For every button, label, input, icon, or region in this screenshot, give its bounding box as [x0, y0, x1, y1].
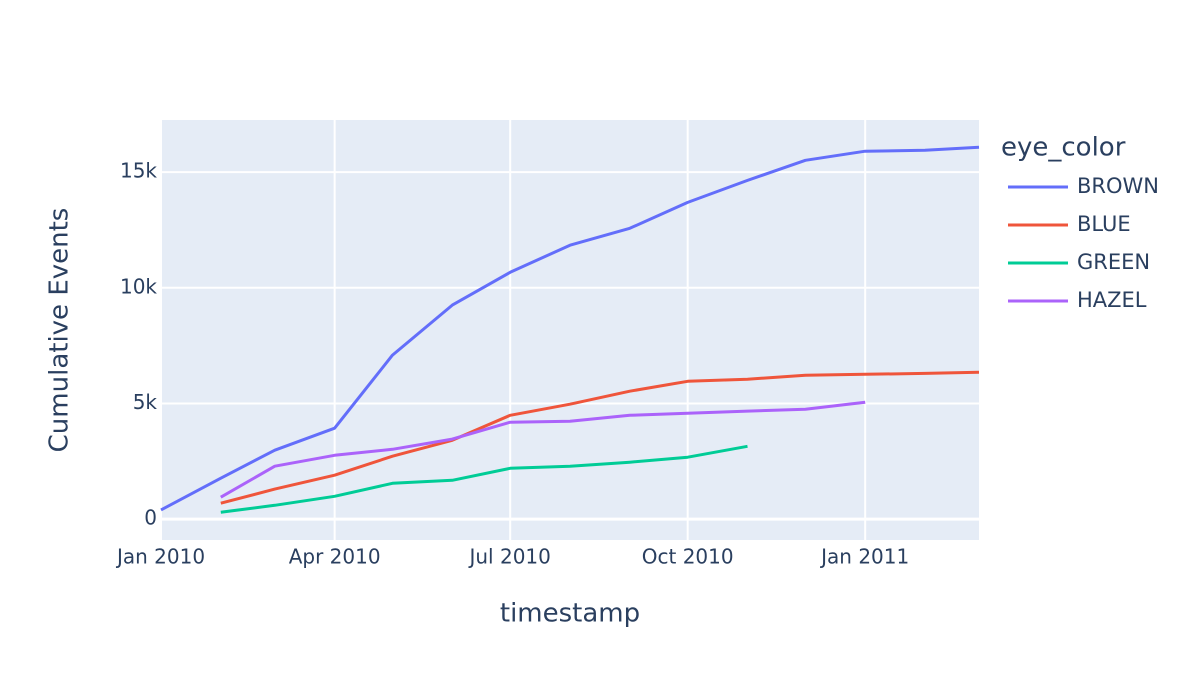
x-tick-label: Jan 2010 [115, 545, 205, 569]
series-line [160, 145, 980, 512]
y-axis-title: Cumulative Events [45, 208, 75, 453]
lines [160, 145, 980, 514]
y-tick-label: 5k [133, 390, 158, 414]
series-line [220, 444, 748, 514]
y-tick-label: 0 [144, 506, 157, 530]
legend-label: BLUE [1077, 212, 1131, 236]
x-tick-label: Oct 2010 [642, 545, 734, 569]
series-line [220, 400, 866, 499]
y-tick-label: 10k [120, 274, 157, 298]
plot-area [161, 120, 979, 540]
x-tick-label: Jan 2011 [819, 545, 909, 569]
x-axis-title: timestamp [500, 599, 640, 629]
legend-label: BROWN [1077, 174, 1159, 198]
legend-label: HAZEL [1077, 288, 1147, 312]
legend: BROWN BLUE GREEN HAZEL [1008, 174, 1159, 312]
y-tick-label: 15k [120, 159, 157, 183]
series-line [220, 370, 980, 505]
x-tick-label: Apr 2010 [289, 545, 381, 569]
x-tick-label: Jul 2010 [467, 545, 550, 569]
legend-label: GREEN [1077, 250, 1150, 274]
legend-title: eye_color [1001, 133, 1126, 163]
